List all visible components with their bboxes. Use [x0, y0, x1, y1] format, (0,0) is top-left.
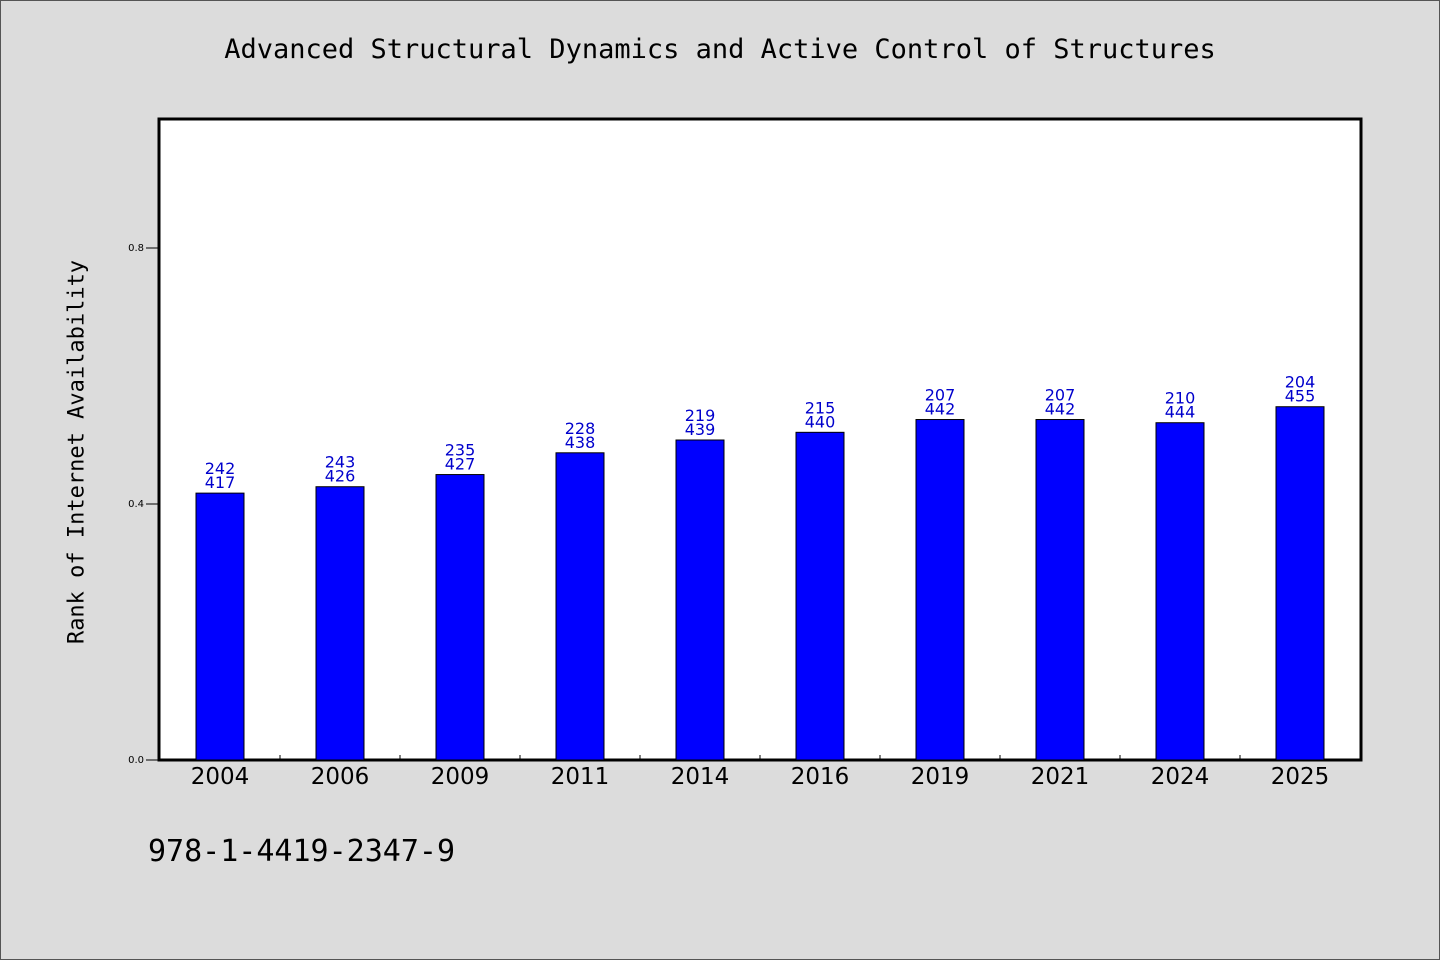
- x-tick-label-2006: 2006: [311, 764, 370, 790]
- data-label-bottom-2025: 455: [1285, 387, 1316, 406]
- data-label-top-2014: 219: [685, 406, 716, 425]
- x-tick-label-2024: 2024: [1151, 764, 1210, 790]
- data-label-bottom-2016: 440: [805, 412, 836, 431]
- x-tick-label-2021: 2021: [1031, 764, 1090, 790]
- bar-2016: [795, 431, 845, 761]
- bar-2024: [1155, 422, 1205, 761]
- data-label-top-2024: 210: [1165, 389, 1196, 408]
- x-tick-label-2016: 2016: [791, 764, 850, 790]
- data-label-top-2006: 243: [325, 453, 356, 472]
- data-label-bottom-2024: 444: [1165, 403, 1196, 422]
- y-tick-label: 0.8: [128, 243, 144, 254]
- x-tick-label-2009: 2009: [431, 764, 490, 790]
- data-label-bottom-2011: 438: [565, 433, 596, 452]
- bar-2025: [1275, 406, 1325, 761]
- data-label-top-2025: 204: [1285, 373, 1316, 392]
- x-tick-label-2004: 2004: [191, 764, 250, 790]
- data-label-top-2009: 235: [445, 441, 476, 460]
- x-tick-label-2025: 2025: [1271, 764, 1330, 790]
- data-label-top-2016: 215: [805, 398, 836, 417]
- data-label-bottom-2019: 442: [925, 400, 956, 419]
- bar-2019: [915, 419, 965, 761]
- chart-title: Advanced Structural Dynamics and Active …: [224, 34, 1216, 65]
- data-label-bottom-2014: 439: [685, 420, 716, 439]
- y-tick-label: 0.0: [128, 755, 144, 766]
- x-tick-label-2019: 2019: [911, 764, 970, 790]
- data-label-top-2011: 228: [565, 419, 596, 438]
- data-labels: 2424172434262354272284382194392154402074…: [205, 373, 1316, 492]
- data-label-top-2019: 207: [925, 386, 956, 405]
- bar-2009: [435, 474, 485, 761]
- bar-2004: [195, 492, 245, 761]
- bar-2014: [675, 439, 725, 761]
- isbn-text: 978-1-4419-2347-9: [148, 834, 456, 869]
- data-label-top-2021: 207: [1045, 386, 1076, 405]
- data-label-bottom-2021: 442: [1045, 400, 1076, 419]
- data-label-top-2004: 242: [205, 459, 236, 478]
- data-label-bottom-2009: 427: [445, 455, 476, 474]
- y-tick-label: 0.4: [128, 499, 144, 510]
- bar-2011: [555, 452, 605, 761]
- y-axis-ticks: 0.0 0.4 0.8: [128, 243, 159, 766]
- data-label-bottom-2006: 426: [325, 467, 356, 486]
- x-tick-label-2014: 2014: [671, 764, 730, 790]
- x-axis-ticks: 2004 2006 2009 2011 2014 2016 2019 2021 2024 2025: [191, 755, 1330, 790]
- bar-2006: [315, 486, 365, 761]
- x-tick-label-2011: 2011: [551, 764, 610, 790]
- data-label-bottom-2004: 417: [205, 473, 236, 492]
- bars-group: [195, 406, 1325, 761]
- bar-2021: [1035, 419, 1085, 761]
